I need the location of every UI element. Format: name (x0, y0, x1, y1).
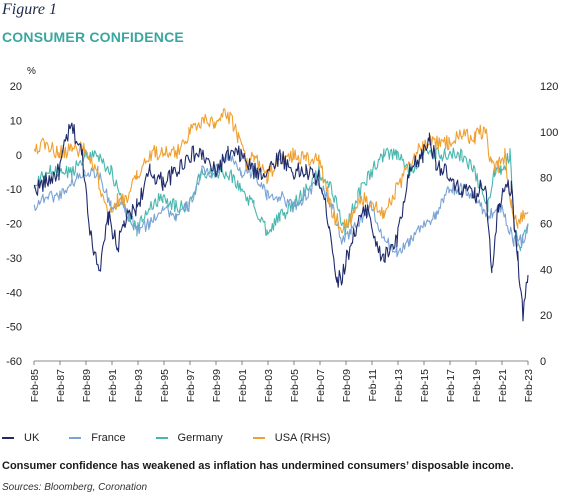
x-tick-label: Feb-21 (497, 369, 509, 402)
series-line-uk (33, 122, 529, 322)
y-right-tick-label: 100 (540, 127, 558, 139)
x-tick-label: Feb-11 (367, 369, 379, 402)
y-left-tick-label: -20 (6, 219, 22, 231)
x-tick-label: Feb-23 (523, 369, 535, 402)
x-tick-label: Feb-91 (107, 369, 119, 402)
x-tick-label: Feb-09 (341, 369, 353, 402)
x-tick-label: Feb-97 (185, 369, 197, 402)
y-left-tick-label: -60 (6, 356, 22, 368)
y-right-tick-label: 20 (540, 310, 552, 322)
x-tick-label: Feb-13 (393, 369, 405, 402)
legend-label: Germany (177, 432, 223, 444)
chart-legend: UK France Germany USA (RHS) (2, 432, 360, 444)
y-unit-label: % (27, 66, 36, 77)
legend-label: UK (24, 432, 40, 444)
x-tick-label: Feb-17 (445, 369, 457, 402)
x-tick-label: Feb-07 (315, 369, 327, 402)
figure-label: Figure 1 (2, 1, 57, 18)
y-right-tick-label: 60 (540, 219, 552, 231)
legend-swatch (69, 437, 82, 439)
legend-label: USA (RHS) (274, 432, 331, 444)
x-tick-label: Feb-15 (419, 369, 431, 402)
x-tick-label: Feb-87 (55, 369, 67, 402)
x-tick-label: Feb-03 (263, 369, 275, 402)
x-tick-label: Feb-93 (133, 369, 145, 402)
series-line-germany (33, 147, 529, 252)
y-right-tick-label: 80 (540, 173, 552, 185)
y-right-tick-label: 120 (540, 81, 558, 93)
legend-item: Germany (155, 432, 223, 444)
legend-item: UK (2, 432, 39, 444)
x-tick-label: Feb-01 (237, 369, 249, 402)
y-left-tick-label: -30 (6, 253, 22, 265)
y-right-tick-label: 40 (540, 264, 552, 276)
y-left-tick-label: 0 (16, 150, 22, 162)
x-tick-label: Feb-19 (471, 369, 483, 402)
chart-caption: Consumer confidence has weakened as infl… (2, 460, 514, 472)
line-chart: %20100-10-20-30-40-50-60120100806040200F… (6, 66, 558, 402)
chart-title: CONSUMER CONFIDENCE (2, 29, 184, 45)
y-left-tick-label: -50 (6, 322, 22, 334)
legend-item: France (69, 432, 126, 444)
legend-swatch (155, 437, 168, 439)
legend-label: France (91, 432, 126, 444)
x-tick-label: Feb-99 (211, 369, 223, 402)
y-left-tick-label: 10 (10, 115, 22, 127)
legend-swatch (2, 437, 14, 439)
chart-sources: Sources: Bloomberg, Coronation (2, 482, 148, 493)
y-left-tick-label: -40 (6, 287, 22, 299)
legend-swatch (252, 437, 265, 439)
y-left-tick-label: 20 (10, 81, 22, 93)
series-line-france (33, 149, 529, 258)
x-tick-label: Feb-95 (159, 369, 171, 402)
x-tick-label: Feb-89 (81, 369, 93, 402)
y-left-tick-label: -10 (6, 184, 22, 196)
y-right-tick-label: 0 (540, 356, 546, 368)
legend-item: USA (RHS) (252, 432, 331, 444)
x-tick-label: Feb-05 (289, 369, 301, 402)
x-tick-label: Feb-85 (29, 369, 41, 402)
